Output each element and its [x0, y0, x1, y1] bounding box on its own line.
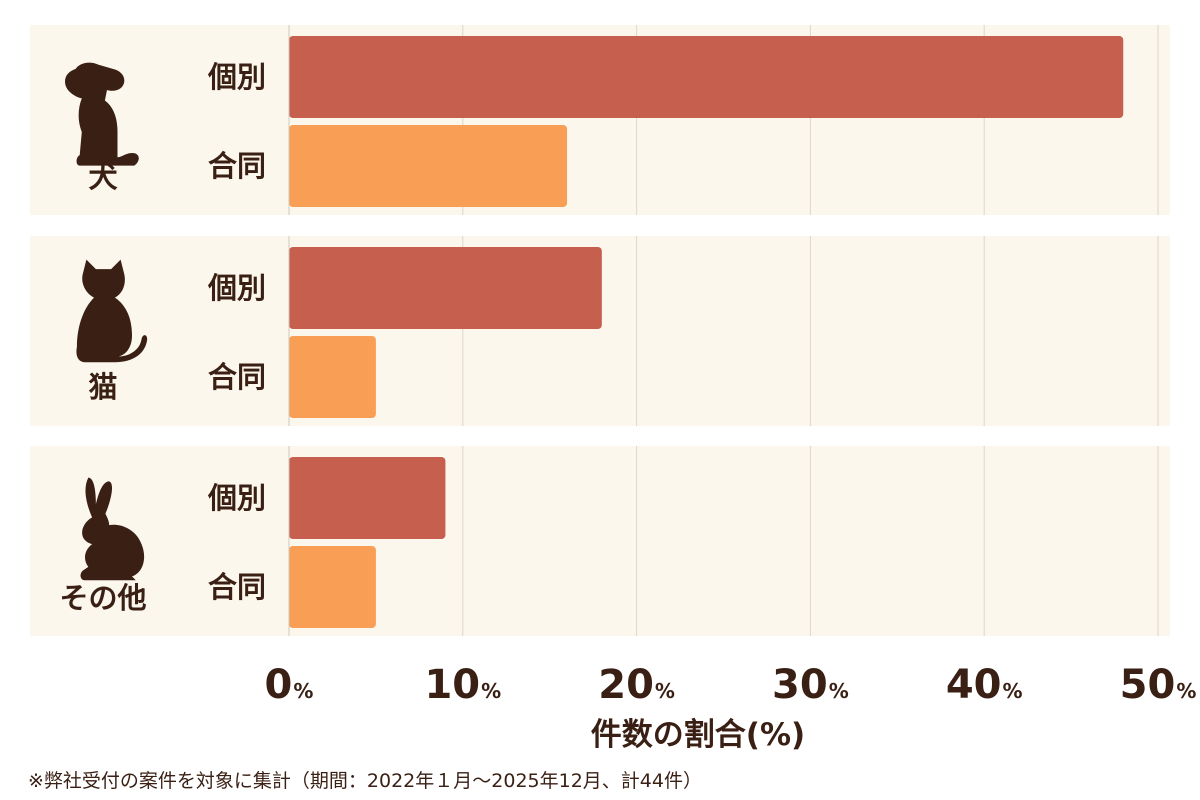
tick-label: 20% — [598, 662, 675, 708]
tick-label: 50% — [1120, 662, 1197, 708]
bar-label: 個別 — [207, 271, 266, 305]
category-label: その他 — [59, 581, 146, 615]
bar — [289, 247, 602, 329]
bar — [289, 36, 1124, 118]
tick-label: 0% — [265, 662, 314, 708]
bar-label: 個別 — [207, 60, 266, 94]
bar-label: 個別 — [207, 481, 266, 515]
bar — [289, 336, 376, 418]
x-axis-title: 件数の割合(%) — [591, 717, 805, 753]
category-label: 猫 — [88, 370, 117, 404]
rabbit-icon — [80, 477, 145, 581]
tick-label: 10% — [424, 662, 501, 708]
bar — [289, 125, 568, 207]
footnote: ※弊社受付の案件を対象に集計（期間：2022年１月〜2025年12月、計44件） — [28, 770, 702, 792]
bar-label: 合同 — [208, 570, 266, 604]
bar — [289, 457, 446, 539]
tick-label: 40% — [946, 662, 1023, 708]
cat-icon — [76, 259, 148, 363]
tick-label: 30% — [772, 662, 849, 708]
bar-label: 合同 — [208, 149, 266, 183]
category-label: 犬 — [88, 160, 118, 194]
bar — [289, 546, 376, 628]
dog-icon — [65, 62, 139, 166]
bar-label: 合同 — [208, 360, 266, 394]
group-panel — [30, 446, 1170, 636]
